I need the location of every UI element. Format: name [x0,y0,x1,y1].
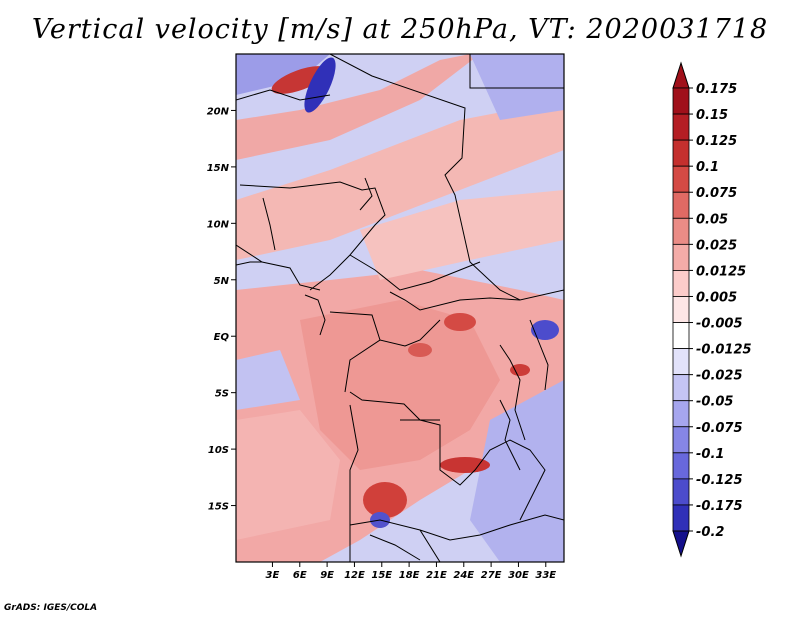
colorbar-swatch [672,243,690,271]
y-tick-label: 5N [214,276,230,287]
colorbar-label: 0.0125 [696,264,746,279]
country-borders [236,54,564,562]
colorbar-label: 0.125 [696,134,737,149]
chart-title: Vertical velocity [m/s] at 250hPa, VT: 2… [31,14,769,45]
y-tick-label: 10S [208,445,229,456]
x-tick-label: 18E [399,570,420,581]
colorbar-label: 0.1 [696,160,719,175]
y-tick-label: 5S [215,389,229,400]
colorbar-swatch [672,217,690,245]
velocity-field [236,54,564,562]
colorbar-swatch [672,504,690,532]
colorbar-label: -0.005 [696,317,743,332]
colorbar-swatch [672,478,690,506]
colorbar-label: -0.05 [696,395,733,410]
colorbar-label: -0.175 [696,499,743,514]
x-tick-label: 27E [481,570,502,581]
x-tick-label: 15E [371,570,392,581]
colorbar-label: -0.0125 [696,343,752,358]
colorbar-bottom-arrow [672,530,690,558]
colorbar-label: 0.05 [696,212,728,227]
colorbar-label: 0.025 [696,238,737,253]
y-tick-label: 15N [207,163,230,174]
colorbar-swatch [672,270,690,297]
colorbar-swatch [672,139,690,167]
x-tick-label: 33E [535,570,556,581]
colorbar-label: 0.005 [696,290,737,305]
x-tick-label: 3E [266,570,280,581]
colorbar-swatch [672,426,690,454]
colorbar-swatch [672,322,690,349]
colorbar-swatch [672,374,690,402]
map-frame [235,53,565,563]
colorbar-label: 0.175 [696,82,737,97]
colorbar-swatch [672,400,690,428]
y-tick-label: EQ [214,332,230,343]
grads-credit: GrADS: IGES/COLA [4,603,98,613]
colorbar-label: -0.075 [696,421,743,436]
colorbar-label: -0.2 [696,525,724,540]
colorbar-top-arrow [672,61,690,89]
colorbar-swatch [672,191,690,219]
colorbar-swatch [672,348,690,376]
x-tick-label: 30E [508,570,529,581]
colorbar-swatch [672,87,690,115]
x-tick-label: 12E [344,570,365,581]
colorbar-swatch [672,165,690,193]
y-tick-label: 20N [207,106,230,117]
colorbar-label: -0.125 [696,473,743,488]
colorbar-label: 0.15 [696,108,728,123]
colorbar-label: -0.1 [696,447,724,462]
x-tick-label: 24E [453,570,474,581]
y-tick-label: 10N [207,219,230,230]
colorbar-label: 0.075 [696,186,737,201]
colorbar-label: -0.025 [696,369,743,384]
x-tick-label: 9E [320,570,334,581]
colorbar-swatch [672,452,690,480]
colorbar-swatch [672,113,690,141]
colorbar: 0.175 0.15 0.125 0.1 0.075 0.05 0.025 0.0125 0.0… [672,61,752,558]
y-tick-label: 15S [208,502,229,513]
colorbar-swatch [672,296,690,323]
x-tick-label: 6E [293,570,307,581]
x-tick-label: 21E [426,570,447,581]
